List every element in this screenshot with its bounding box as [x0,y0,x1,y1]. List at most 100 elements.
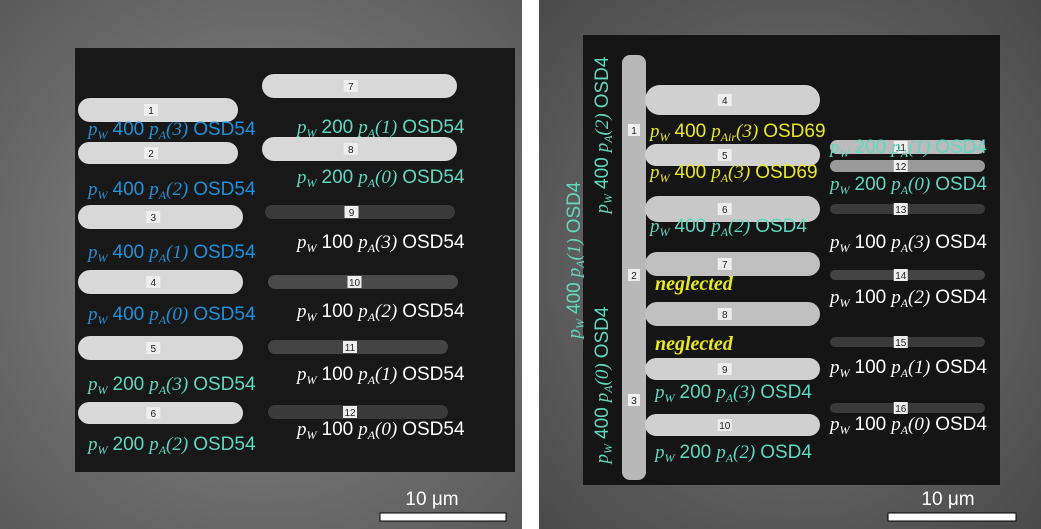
label-part: 200 [322,167,354,188]
label-part: 100 [855,232,887,253]
label-part: p [295,167,307,188]
bar [78,270,243,294]
neglected-label: neglected [655,273,734,295]
label-part: p [648,162,660,183]
label-part: W [660,130,671,144]
label-part: p [356,364,368,385]
label-part: 400 [592,157,613,189]
bar-number: 3 [631,396,637,407]
label-part: W [98,313,109,327]
label-part: p [709,162,721,183]
label-part: OSD4 [935,174,987,195]
bar [268,405,448,419]
label-part: p [889,287,901,308]
bar-number: 8 [722,310,728,321]
label-part: 200 [113,434,145,455]
label-part: p [714,442,726,463]
label-part: (2) [908,287,930,308]
label-part: W [601,443,615,454]
label-part: OSD4 [760,382,812,403]
label-part: OSD54 [193,242,256,263]
label-part: 100 [322,419,354,440]
label-part: (0) [375,167,397,188]
label-part: W [660,225,671,239]
label-part: p [356,117,368,138]
label-part: W [98,251,109,265]
label-part: p [86,179,98,200]
label-part: p [592,143,613,155]
label-part: 400 [564,282,585,314]
label-part: p [86,119,98,140]
bar [645,358,820,380]
label-part: p [564,329,585,341]
label-part: (1) [908,357,930,378]
label-part: (1) [375,117,397,138]
label-part: W [665,391,676,405]
label-part: p [295,419,307,440]
label-part: OSD54 [402,419,465,440]
label-part: (1) [564,238,585,260]
bar [78,402,243,424]
label-part: W [307,428,318,442]
label-part: p [653,382,665,403]
scale-bar [888,513,1016,521]
label-part: (3) [375,232,397,253]
label-part: OSD54 [193,434,256,455]
label-part: OSD4 [935,414,987,435]
bar [262,137,457,161]
label-part: p [648,121,660,142]
label-part: p [828,137,840,158]
label-part: 400 [113,119,145,140]
bar [262,74,457,98]
label-part: 400 [592,407,613,439]
label-part: p [889,414,901,435]
label: pW400pAir(3)OSD69 [648,121,826,144]
label-part: W [601,193,615,204]
label-part: (2) [375,301,397,322]
label-part: p [356,301,368,322]
label-part: p [147,119,159,140]
label-part: 400 [113,304,145,325]
label-part: p [889,137,901,158]
label-part: OSD4 [935,137,987,158]
bar-number: 2 [148,149,154,160]
label-part: W [840,183,851,197]
label-part: p [889,357,901,378]
label-part: OSD54 [402,117,465,138]
label-part: 400 [675,121,707,142]
label-part: (2) [592,113,613,135]
label-part: W [573,318,587,329]
bar-number: 10 [719,421,731,432]
label-part: 200 [113,374,145,395]
label-part: (0) [166,304,188,325]
label-part: W [307,373,318,387]
label-part: 200 [680,442,712,463]
label-part: p [709,216,721,237]
label-part: OSD54 [193,374,256,395]
label-part: W [307,176,318,190]
bar-number: 7 [348,82,354,93]
label-part: OSD4 [760,442,812,463]
bar [268,340,448,354]
label-part: 100 [855,287,887,308]
label-part: (2) [733,442,755,463]
label-part: W [98,188,109,202]
label-part: p [592,204,613,216]
bar-number: 10 [349,278,361,289]
label-part: p [564,268,585,280]
label-part: (1) [166,242,188,263]
bar [645,85,820,115]
label-part: W [660,171,671,185]
bar-number: 12 [344,408,356,419]
label-part: (3) [728,162,750,183]
label-part: 400 [675,216,707,237]
label-part: OSD54 [402,301,465,322]
label-part: p [86,434,98,455]
label-part: p [889,174,901,195]
label-part: OSD54 [402,167,465,188]
label-part: (0) [375,419,397,440]
label-part: p [648,216,660,237]
label-part: OSD4 [592,306,613,358]
bar-number: 14 [895,271,907,282]
label-part: W [307,310,318,324]
